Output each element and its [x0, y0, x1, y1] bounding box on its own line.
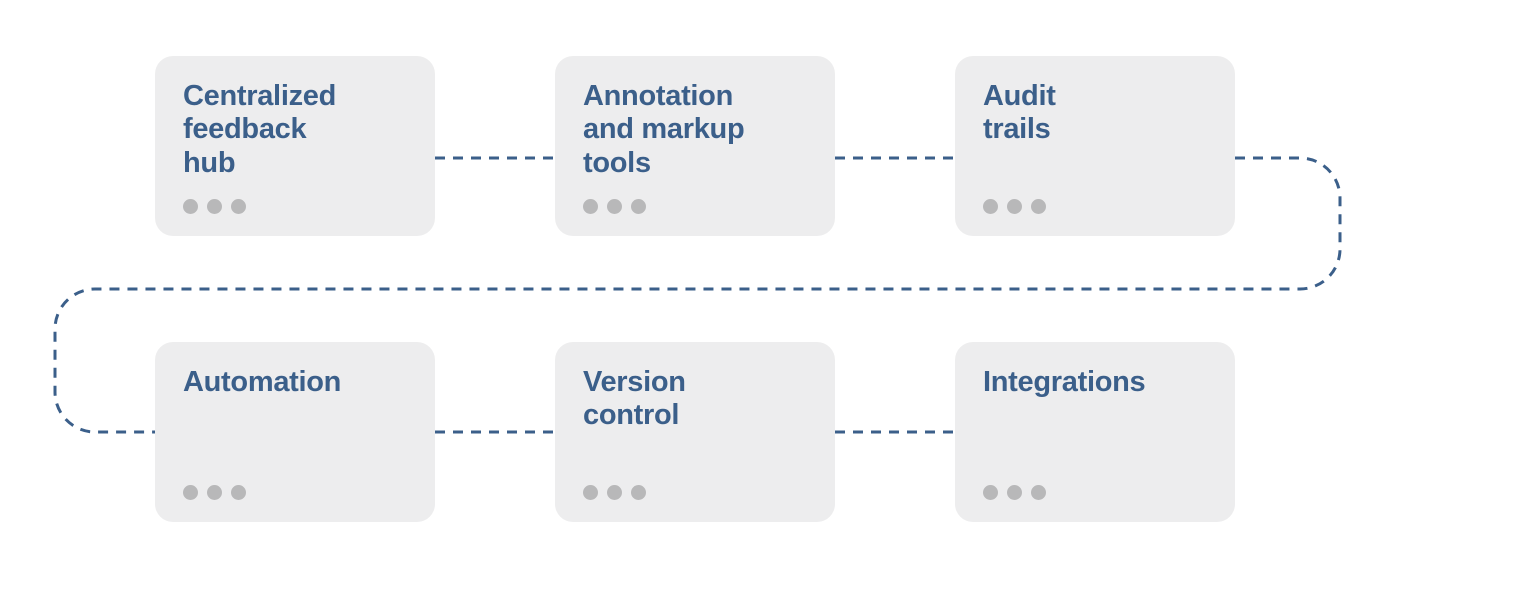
- card-title: Annotation and markup tools: [583, 80, 809, 180]
- dot-icon: [207, 199, 222, 214]
- dot-icon: [207, 485, 222, 500]
- dot-icon: [1031, 199, 1046, 214]
- dot-icon: [1007, 199, 1022, 214]
- card-title: Integrations: [983, 366, 1209, 399]
- dot-icon: [1031, 485, 1046, 500]
- card-dots: [583, 485, 809, 500]
- dot-icon: [231, 199, 246, 214]
- card-annotation-markup-tools: Annotation and markup tools: [555, 56, 835, 236]
- dot-icon: [183, 485, 198, 500]
- dot-icon: [607, 199, 622, 214]
- card-title: Version control: [583, 366, 809, 433]
- dot-icon: [607, 485, 622, 500]
- card-dots: [983, 199, 1209, 214]
- dot-icon: [583, 485, 598, 500]
- card-dots: [183, 485, 409, 500]
- dot-icon: [183, 199, 198, 214]
- card-dots: [983, 485, 1209, 500]
- card-title: Centralized feedback hub: [183, 80, 409, 180]
- card-integrations: Integrations: [955, 342, 1235, 522]
- card-dots: [583, 199, 809, 214]
- card-dots: [183, 199, 409, 214]
- dot-icon: [631, 199, 646, 214]
- card-title: Audit trails: [983, 80, 1209, 147]
- dot-icon: [583, 199, 598, 214]
- diagram-stage: Centralized feedback hub Annotation and m…: [0, 0, 1521, 616]
- card-centralized-feedback-hub: Centralized feedback hub: [155, 56, 435, 236]
- card-audit-trails: Audit trails: [955, 56, 1235, 236]
- dot-icon: [983, 485, 998, 500]
- dot-icon: [983, 199, 998, 214]
- dot-icon: [231, 485, 246, 500]
- dot-icon: [631, 485, 646, 500]
- dot-icon: [1007, 485, 1022, 500]
- card-title: Automation: [183, 366, 409, 399]
- card-version-control: Version control: [555, 342, 835, 522]
- card-automation: Automation: [155, 342, 435, 522]
